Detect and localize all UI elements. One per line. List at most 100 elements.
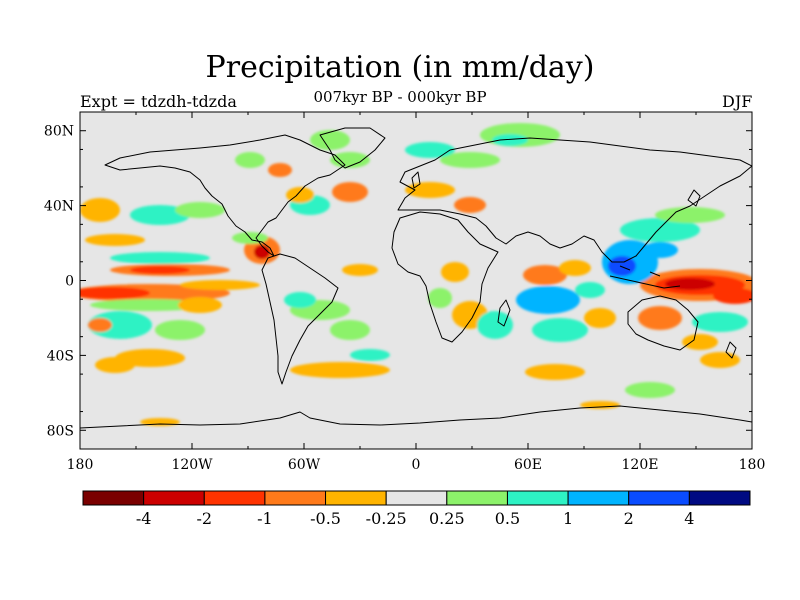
anomaly-blob: [428, 288, 452, 308]
lat-axis-labels: 80N 40N 0 40S 80S: [44, 124, 74, 440]
colorbar-label: -0.25: [366, 509, 407, 528]
anomaly-blob: [665, 278, 715, 290]
colorbar-label: 0.5: [495, 509, 520, 528]
colorbar-swatch: [203, 490, 266, 506]
chart-title: Precipitation (in mm/day): [205, 50, 595, 85]
anomaly-blob: [332, 182, 368, 202]
anomaly-blob: [584, 308, 616, 328]
lon-label: 60E: [514, 457, 542, 473]
colorbar-label: 1: [563, 509, 573, 528]
anomaly-blob: [350, 349, 390, 361]
coast-uk: [411, 171, 421, 189]
anomaly-blob: [625, 382, 675, 398]
anomaly-blob: [235, 152, 265, 168]
coast-japan: [687, 189, 701, 207]
anomaly-blob: [80, 287, 150, 299]
anomaly-blob: [180, 280, 260, 290]
anomaly-blob: [575, 282, 605, 298]
anomaly-blob: [700, 352, 740, 368]
anomaly-blob: [330, 320, 370, 340]
anomaly-blob: [523, 265, 567, 285]
colorbar-labels: -4 -2 -1 -0.5 -0.25 0.25 0.5 1 2 4: [136, 509, 695, 528]
lon-label: 120W: [171, 457, 213, 473]
anomaly-blob: [175, 202, 225, 218]
colorbar-swatch: [628, 490, 690, 506]
anomaly-blob: [559, 260, 591, 276]
coast-eurasia: [397, 137, 752, 263]
colorbar-swatch: [82, 490, 145, 506]
anomaly-blob: [85, 234, 145, 246]
anomaly-blob: [178, 297, 222, 313]
anomaly-blob: [286, 187, 314, 203]
lon-axis-labels: 180 120W 60W 0 60E 120E 180: [67, 457, 766, 473]
experiment-label: Expt = tdzdh-tdzda: [80, 92, 237, 111]
anomaly-blob: [110, 252, 210, 264]
coast-north-america: [104, 134, 346, 257]
coast-new-zealand: [725, 341, 737, 359]
anomaly-blob: [441, 262, 469, 282]
lat-label: 80N: [44, 124, 74, 140]
anomaly-blob: [516, 286, 580, 314]
anomaly-blob: [655, 207, 725, 223]
lat-label: 40S: [47, 348, 74, 364]
anomaly-blob: [642, 242, 678, 258]
lon-label: 180: [739, 457, 766, 473]
anomaly-blob: [130, 266, 190, 274]
anomaly-blob: [268, 163, 292, 177]
colorbar-swatch: [385, 490, 448, 506]
colorbar-label: 2: [624, 509, 634, 528]
lat-label: 80S: [47, 423, 74, 439]
anomaly-blob: [80, 198, 120, 222]
colorbar-label: 4: [684, 509, 694, 528]
colorbar-swatch: [143, 490, 205, 506]
anomaly-blob: [254, 245, 270, 259]
anomaly-blob: [440, 152, 500, 168]
axis-ticks: [79, 111, 753, 450]
colorbar-label: -2: [196, 509, 212, 528]
anomaly-blob: [88, 311, 152, 339]
lat-label: 0: [65, 274, 74, 290]
anomaly-blob: [405, 142, 455, 158]
season-label: DJF: [722, 92, 753, 111]
anomaly-blob: [692, 312, 748, 332]
anomaly-blob: [608, 256, 636, 276]
colorbar-swatch: [446, 490, 508, 506]
anomaly-blob: [405, 182, 455, 198]
coast-antarctica: [80, 405, 752, 429]
coast-madagascar: [497, 299, 511, 327]
anomaly-blob: [95, 357, 135, 373]
chart-subtitle: 007kyr BP - 000kyr BP: [313, 88, 487, 106]
anomaly-blob: [532, 318, 588, 342]
coast-south-america: [261, 253, 339, 385]
lon-label: 0: [412, 457, 421, 473]
colorbar-swatch: [264, 490, 327, 506]
coastlines: [80, 127, 752, 429]
coast-indonesia: [609, 265, 681, 289]
anomaly-blob: [477, 311, 513, 339]
colorbar-swatch: [567, 490, 630, 506]
colorbar-label: -4: [136, 509, 152, 528]
colorbar-label: 0.25: [429, 509, 465, 528]
colorbar-label: -0.5: [310, 509, 341, 528]
anomaly-blob: [682, 334, 718, 350]
anomaly-blob: [342, 264, 378, 276]
anomaly-blob: [638, 306, 682, 330]
coast-greenland: [319, 127, 386, 169]
anomaly-blob: [454, 197, 486, 213]
anomaly-fields: [80, 123, 752, 426]
anomaly-blob: [284, 292, 316, 308]
lat-label: 40N: [44, 199, 74, 215]
lon-label: 180: [67, 457, 94, 473]
coast-australia: [627, 295, 699, 351]
colorbar: [82, 490, 751, 506]
anomaly-blob: [310, 130, 350, 150]
lon-label: 120E: [622, 457, 659, 473]
colorbar-swatch: [325, 490, 387, 506]
anomaly-blob: [290, 362, 390, 378]
coast-africa: [391, 211, 499, 343]
anomaly-blob: [620, 218, 700, 242]
colorbar-swatch: [506, 490, 569, 506]
anomaly-blob: [713, 288, 752, 304]
anomaly-blob: [155, 320, 205, 340]
